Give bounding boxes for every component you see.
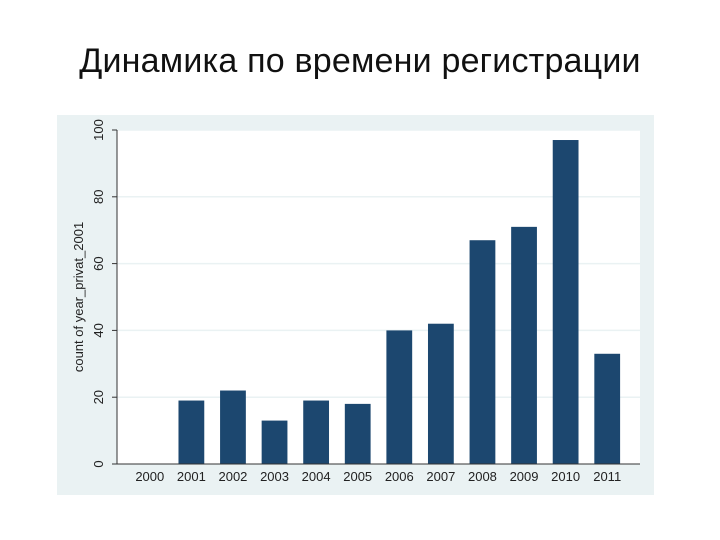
x-tick-label-2005: 2005	[343, 469, 372, 484]
bar-2006	[386, 330, 413, 464]
bar-2002	[220, 390, 246, 464]
x-tick-label-2010: 2010	[551, 469, 580, 484]
y-tick-label-40: 40	[91, 323, 106, 337]
x-tick-label-2007: 2007	[426, 469, 455, 484]
x-tick-label-2009: 2009	[510, 469, 539, 484]
bar-2011	[594, 353, 621, 464]
chart-panel: 0 20 40 60 80 100 2000 2001 2002 2003 2004 2005 200…	[57, 115, 654, 495]
y-tick-label-80: 80	[91, 190, 106, 204]
slide-title: Динамика по времени регистрации	[79, 42, 641, 80]
y-tick-label-100: 100	[91, 119, 106, 141]
y-tick-label-60: 60	[91, 256, 106, 270]
x-tick-label-2001: 2001	[177, 469, 206, 484]
y-tick-label-0: 0	[91, 460, 106, 467]
x-axis: 2000 2001 2002 2003 2004 2005 2006 2007 2008 2009…	[117, 463, 640, 484]
x-tick-label-2002: 2002	[218, 469, 247, 484]
bar-2001	[178, 400, 205, 464]
y-axis: 0 20 40 60 80 100	[91, 119, 118, 468]
bar-2007	[427, 323, 454, 464]
x-tick-label-2006: 2006	[385, 469, 414, 484]
x-tick-label-2000: 2000	[135, 469, 164, 484]
bar-2010	[552, 140, 579, 464]
bar-2009	[511, 226, 537, 464]
x-tick-label-2004: 2004	[302, 469, 331, 484]
bars	[178, 140, 621, 464]
bar-2005	[344, 403, 371, 464]
bar-2008	[469, 240, 496, 464]
y-tick-label-20: 20	[91, 390, 106, 404]
x-tick-label-2011: 2011	[593, 469, 621, 484]
x-tick-label-2003: 2003	[260, 469, 289, 484]
bar-2003	[261, 420, 288, 464]
bar-2004	[303, 400, 330, 464]
y-axis-title: count of year_privat_2001	[71, 222, 86, 372]
x-tick-label-2008: 2008	[468, 469, 497, 484]
